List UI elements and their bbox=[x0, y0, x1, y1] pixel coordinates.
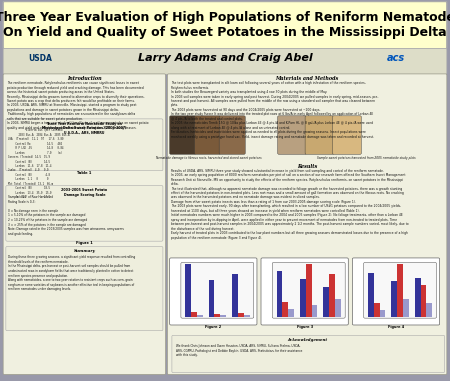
Text: Elberta Bus (per Contado)
       2003 Bus.A  2004 Bus.A  2005 Bus.A
USA  (Treate: Elberta Bus (per Contado) 2003 Bus.A 200… bbox=[8, 128, 70, 199]
Text: Table 1: Table 1 bbox=[77, 171, 91, 174]
Text: Larry Adams and Craig Abel: Larry Adams and Craig Abel bbox=[138, 53, 312, 63]
Text: Introduction: Introduction bbox=[67, 76, 102, 81]
Text: Figure 1: Figure 1 bbox=[76, 241, 93, 245]
Bar bbox=[220, 315, 226, 317]
Text: Acknowledgement: Acknowledgement bbox=[287, 338, 327, 342]
Bar bbox=[397, 264, 403, 317]
Bar bbox=[283, 302, 288, 317]
Bar bbox=[329, 274, 335, 317]
FancyBboxPatch shape bbox=[278, 116, 306, 154]
Bar bbox=[311, 305, 318, 317]
Bar bbox=[215, 314, 220, 317]
Bar bbox=[238, 313, 244, 317]
Bar bbox=[191, 312, 197, 317]
Bar bbox=[380, 310, 385, 317]
Text: Three Year Evaluation of High Populations of Reniform Nematode: Three Year Evaluation of High Population… bbox=[0, 11, 450, 24]
FancyBboxPatch shape bbox=[6, 186, 163, 241]
Bar bbox=[392, 282, 397, 317]
Text: Nematode damage to fibrous roots, harvested and stored sweet potatoes: Nematode damage to fibrous roots, harves… bbox=[157, 156, 262, 160]
Text: On Yield and Quality of Sweet Potatoes in the Mississippi Delta: On Yield and Quality of Sweet Potatoes i… bbox=[3, 26, 447, 39]
Bar bbox=[323, 287, 329, 317]
Text: Three Year Reniform Nematode Study on
Mississippi Delta Sweet Potatoes (2003-200: Three Year Reniform Nematode Study on Mi… bbox=[42, 122, 127, 135]
Bar bbox=[276, 271, 283, 317]
FancyBboxPatch shape bbox=[333, 116, 361, 154]
FancyBboxPatch shape bbox=[181, 263, 254, 318]
Text: 2003-2005 Sweet Potato
Damage Scoring Scale: 2003-2005 Sweet Potato Damage Scoring Sc… bbox=[61, 188, 108, 197]
Text: USDA: USDA bbox=[28, 54, 53, 63]
Text: The test plots were transplanted in silt loam soil following several years of co: The test plots were transplanted in silt… bbox=[171, 81, 378, 139]
Text: Figure 2: Figure 2 bbox=[205, 325, 221, 329]
FancyBboxPatch shape bbox=[3, 48, 447, 74]
FancyBboxPatch shape bbox=[261, 258, 348, 325]
Text: Figure 4: Figure 4 bbox=[388, 325, 404, 329]
Text: We thank Chris Johnson and Owen Houston, USDA, ARS, SIMRU, Sultana Stelma, USDA,: We thank Chris Johnson and Owen Houston,… bbox=[176, 344, 302, 357]
Text: Results: Results bbox=[297, 164, 317, 169]
Bar bbox=[244, 315, 249, 317]
Bar bbox=[185, 264, 191, 317]
Bar bbox=[300, 279, 306, 317]
Bar bbox=[197, 315, 203, 317]
FancyBboxPatch shape bbox=[219, 116, 245, 154]
FancyBboxPatch shape bbox=[170, 116, 196, 154]
Bar bbox=[374, 303, 380, 317]
FancyBboxPatch shape bbox=[194, 116, 220, 154]
FancyBboxPatch shape bbox=[305, 116, 334, 154]
FancyBboxPatch shape bbox=[3, 74, 166, 375]
FancyBboxPatch shape bbox=[3, 2, 447, 49]
FancyBboxPatch shape bbox=[170, 258, 257, 325]
Text: Sample = 20' of Row Harvested
Rating Scale is 0-3:

0 = No damage seen in the sa: Sample = 20' of Row Harvested Rating Sca… bbox=[8, 195, 124, 236]
FancyBboxPatch shape bbox=[352, 258, 440, 325]
Bar bbox=[415, 278, 421, 317]
Bar bbox=[306, 264, 311, 317]
Bar bbox=[368, 272, 373, 317]
Text: Sample sweet potatoes harvested from 2005 nematicide study plots: Sample sweet potatoes harvested from 200… bbox=[317, 156, 416, 160]
FancyBboxPatch shape bbox=[272, 263, 345, 318]
Bar bbox=[403, 299, 409, 317]
FancyBboxPatch shape bbox=[6, 119, 163, 171]
Bar bbox=[288, 309, 294, 317]
Text: Materials and Methods: Materials and Methods bbox=[275, 76, 339, 81]
FancyBboxPatch shape bbox=[167, 74, 447, 375]
Text: Figure 3: Figure 3 bbox=[297, 325, 313, 329]
Bar bbox=[232, 274, 238, 317]
Text: Summary: Summary bbox=[73, 249, 95, 253]
Text: acs: acs bbox=[387, 53, 405, 63]
Bar bbox=[209, 280, 215, 317]
FancyBboxPatch shape bbox=[172, 335, 445, 373]
FancyBboxPatch shape bbox=[6, 247, 163, 331]
FancyBboxPatch shape bbox=[364, 263, 436, 318]
Text: During these three growing seasons, a significant yield response resulted from c: During these three growing seasons, a si… bbox=[8, 255, 135, 291]
Text: The reniform nematode, Rotylenchulus reniformis can cause significant losses in : The reniform nematode, Rotylenchulus ren… bbox=[7, 81, 148, 130]
Bar bbox=[335, 299, 341, 317]
Bar bbox=[427, 303, 432, 317]
Text: Results of USDA, ARS, SIMRU three year study showed substantial increase in yiel: Results of USDA, ARS, SIMRU three year s… bbox=[171, 169, 409, 240]
Bar bbox=[420, 285, 427, 317]
